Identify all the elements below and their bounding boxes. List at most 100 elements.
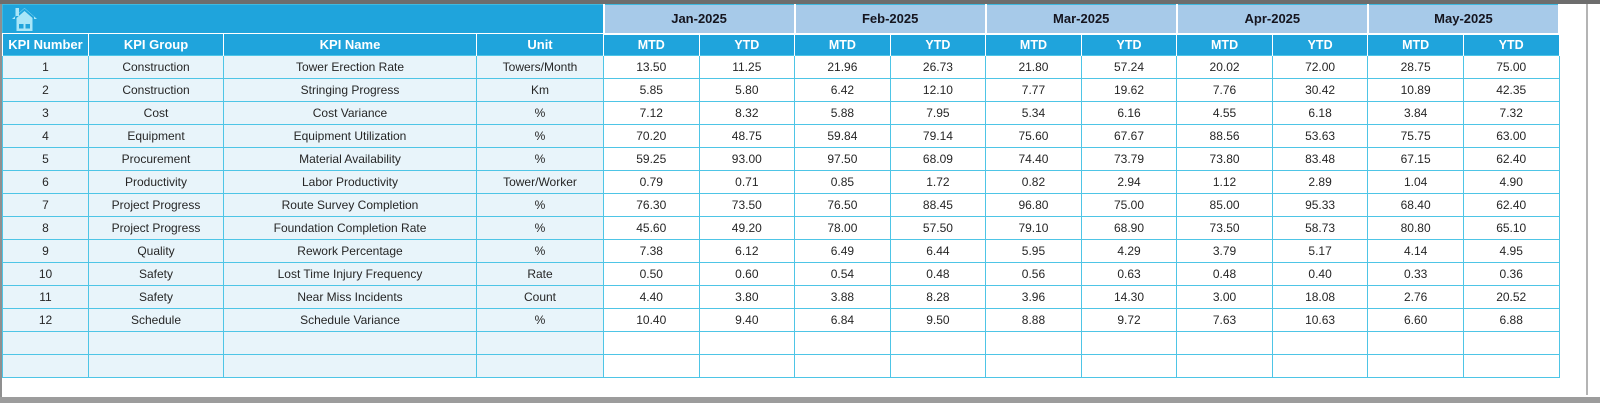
- cell-kpi-group[interactable]: Schedule: [88, 308, 224, 332]
- cell-value[interactable]: 7.32: [1462, 101, 1560, 125]
- cell-value[interactable]: 70.20: [603, 124, 700, 148]
- cell-unit[interactable]: %: [476, 239, 604, 263]
- cell-value[interactable]: 0.63: [1080, 262, 1178, 286]
- subheader-jan-2025-mtd[interactable]: MTD: [603, 33, 700, 56]
- cell-empty[interactable]: [1271, 331, 1369, 355]
- cell-empty[interactable]: [1462, 331, 1560, 355]
- cell-kpi-group[interactable]: Quality: [88, 239, 224, 263]
- cell-value[interactable]: 76.30: [603, 193, 700, 217]
- cell-value[interactable]: 6.42: [794, 78, 891, 102]
- cell-empty[interactable]: [1367, 331, 1464, 355]
- cell-value[interactable]: 79.14: [889, 124, 987, 148]
- cell-value[interactable]: 53.63: [1271, 124, 1369, 148]
- cell-value[interactable]: 2.76: [1367, 285, 1464, 309]
- cell-empty[interactable]: [698, 354, 796, 378]
- cell-kpi-group[interactable]: Safety: [88, 262, 224, 286]
- cell-value[interactable]: 80.80: [1367, 216, 1464, 240]
- cell-value[interactable]: 5.88: [794, 101, 891, 125]
- cell-kpi-group[interactable]: Productivity: [88, 170, 224, 194]
- cell-empty[interactable]: [223, 354, 477, 378]
- cell-value[interactable]: 7.63: [1176, 308, 1273, 332]
- month-header-jan-2025[interactable]: Jan-2025: [602, 4, 796, 35]
- cell-empty[interactable]: [1367, 354, 1464, 378]
- cell-value[interactable]: 4.29: [1080, 239, 1178, 263]
- cell-kpi-name[interactable]: Rework Percentage: [223, 239, 477, 263]
- cell-value[interactable]: 0.36: [1462, 262, 1560, 286]
- cell-value[interactable]: 7.38: [603, 239, 700, 263]
- cell-unit[interactable]: Km: [476, 78, 604, 102]
- cell-empty[interactable]: [698, 331, 796, 355]
- cell-value[interactable]: 0.48: [1176, 262, 1273, 286]
- bottom-scrollbar[interactable]: [0, 397, 1600, 403]
- cell-value[interactable]: 57.50: [889, 216, 987, 240]
- cell-value[interactable]: 18.08: [1271, 285, 1369, 309]
- cell-value[interactable]: 20.02: [1176, 55, 1273, 79]
- cell-empty[interactable]: [2, 354, 89, 378]
- cell-value[interactable]: 68.40: [1367, 193, 1464, 217]
- cell-value[interactable]: 12.10: [889, 78, 987, 102]
- cell-value[interactable]: 93.00: [698, 147, 796, 171]
- cell-kpi-group[interactable]: Safety: [88, 285, 224, 309]
- cell-empty[interactable]: [1080, 354, 1178, 378]
- cell-value[interactable]: 0.50: [603, 262, 700, 286]
- cell-kpi-name[interactable]: Labor Productivity: [223, 170, 477, 194]
- cell-value[interactable]: 58.73: [1271, 216, 1369, 240]
- cell-value[interactable]: 88.56: [1176, 124, 1273, 148]
- cell-empty[interactable]: [476, 354, 604, 378]
- cell-kpi-name[interactable]: Route Survey Completion: [223, 193, 477, 217]
- cell-value[interactable]: 45.60: [603, 216, 700, 240]
- cell-kpi-group[interactable]: Project Progress: [88, 193, 224, 217]
- cell-value[interactable]: 9.72: [1080, 308, 1178, 332]
- cell-value[interactable]: 68.09: [889, 147, 987, 171]
- cell-value[interactable]: 7.77: [985, 78, 1082, 102]
- cell-value[interactable]: 3.00: [1176, 285, 1273, 309]
- cell-empty[interactable]: [2, 331, 89, 355]
- cell-value[interactable]: 67.15: [1367, 147, 1464, 171]
- cell-value[interactable]: 78.00: [794, 216, 891, 240]
- cell-value[interactable]: 1.12: [1176, 170, 1273, 194]
- cell-value[interactable]: 10.89: [1367, 78, 1464, 102]
- cell-unit[interactable]: %: [476, 193, 604, 217]
- cell-empty[interactable]: [985, 354, 1082, 378]
- cell-value[interactable]: 5.95: [985, 239, 1082, 263]
- cell-kpi-name[interactable]: Tower Erection Rate: [223, 55, 477, 79]
- cell-kpi-number[interactable]: 8: [2, 216, 89, 240]
- month-header-mar-2025[interactable]: Mar-2025: [984, 4, 1178, 35]
- month-header-feb-2025[interactable]: Feb-2025: [793, 4, 987, 35]
- cell-value[interactable]: 83.48: [1271, 147, 1369, 171]
- cell-empty[interactable]: [1080, 331, 1178, 355]
- cell-value[interactable]: 0.56: [985, 262, 1082, 286]
- cell-value[interactable]: 0.48: [889, 262, 987, 286]
- cell-value[interactable]: 3.80: [698, 285, 796, 309]
- cell-value[interactable]: 42.35: [1462, 78, 1560, 102]
- cell-value[interactable]: 0.82: [985, 170, 1082, 194]
- cell-value[interactable]: 2.94: [1080, 170, 1178, 194]
- cell-value[interactable]: 1.04: [1367, 170, 1464, 194]
- cell-empty[interactable]: [1271, 354, 1369, 378]
- cell-value[interactable]: 48.75: [698, 124, 796, 148]
- cell-value[interactable]: 95.33: [1271, 193, 1369, 217]
- cell-value[interactable]: 26.73: [889, 55, 987, 79]
- cell-value[interactable]: 21.80: [985, 55, 1082, 79]
- cell-value[interactable]: 4.90: [1462, 170, 1560, 194]
- cell-value[interactable]: 11.25: [698, 55, 796, 79]
- cell-value[interactable]: 62.40: [1462, 193, 1560, 217]
- cell-value[interactable]: 0.79: [603, 170, 700, 194]
- cell-value[interactable]: 4.55: [1176, 101, 1273, 125]
- cell-unit[interactable]: %: [476, 216, 604, 240]
- cell-empty[interactable]: [88, 354, 224, 378]
- cell-value[interactable]: 21.96: [794, 55, 891, 79]
- cell-kpi-name[interactable]: Foundation Completion Rate: [223, 216, 477, 240]
- cell-unit[interactable]: %: [476, 147, 604, 171]
- cell-value[interactable]: 73.79: [1080, 147, 1178, 171]
- cell-kpi-name[interactable]: Lost Time Injury Frequency: [223, 262, 477, 286]
- subheader-apr-2025-ytd[interactable]: YTD: [1271, 33, 1369, 56]
- cell-value[interactable]: 6.16: [1080, 101, 1178, 125]
- cell-value[interactable]: 67.67: [1080, 124, 1178, 148]
- cell-kpi-number[interactable]: 6: [2, 170, 89, 194]
- cell-kpi-name[interactable]: Stringing Progress: [223, 78, 477, 102]
- cell-value[interactable]: 73.50: [1176, 216, 1273, 240]
- cell-empty[interactable]: [1176, 354, 1273, 378]
- cell-empty[interactable]: [889, 331, 987, 355]
- cell-value[interactable]: 6.84: [794, 308, 891, 332]
